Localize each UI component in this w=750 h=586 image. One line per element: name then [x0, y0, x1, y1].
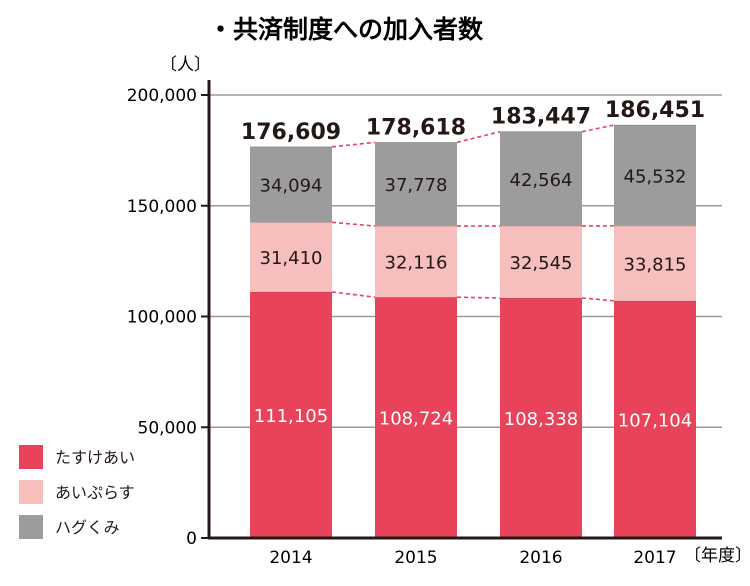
x-axis-unit: 〔年度〕 [684, 546, 750, 566]
total-label: 183,447 [491, 105, 591, 130]
connector-line [456, 130, 501, 144]
x-tick-labels: 2014 2015 2016 2017 [269, 548, 676, 568]
connector-line [331, 291, 376, 298]
data-labels: 111,105 31,410 34,094 108,724 32,116 37,778 10… [254, 166, 692, 431]
y-tick-labels: 0 50,000 100,000 150,000 200,000 [127, 86, 197, 549]
y-tick-label: 0 [186, 529, 197, 549]
connector-line [331, 221, 376, 227]
y-tick-label: 50,000 [138, 418, 197, 438]
data-label: 34,094 [260, 176, 323, 197]
connector-line [581, 297, 615, 302]
total-labels: 176,609 178,618 183,447 186,451 [241, 98, 705, 145]
y-axis-unit: 〔人〕 [160, 55, 211, 75]
bar-segment-ハグくみ [250, 146, 332, 223]
bar-segment-あいぷらす [614, 225, 696, 301]
data-label: 45,532 [624, 166, 687, 187]
y-tick-label: 100,000 [127, 308, 197, 328]
chart-title: ・共済制度への加入者数 [208, 15, 484, 44]
bar-segment-ハグくみ [614, 125, 696, 226]
bar-segment-あいぷらす [375, 226, 457, 298]
connector-line [581, 124, 615, 133]
x-tick-label: 2014 [269, 548, 312, 568]
data-label: 111,105 [254, 406, 328, 427]
data-label: 108,724 [379, 409, 453, 430]
total-label: 186,451 [605, 98, 705, 123]
bar-segment-あいぷらす [250, 222, 332, 292]
legend-swatch [19, 445, 43, 469]
bar-segment-たすけあい [250, 291, 332, 538]
bar-segment-ハグくみ [500, 131, 582, 226]
data-label: 108,338 [504, 409, 578, 430]
legend-swatch [19, 515, 43, 539]
bars [250, 124, 696, 538]
total-label: 178,618 [366, 115, 466, 140]
bar-segment-ハグくみ [375, 142, 457, 227]
bar-segment-たすけあい [614, 300, 696, 538]
data-label: 42,564 [510, 170, 573, 191]
legend-label: たすけあい [55, 448, 135, 467]
connector-line [456, 296, 501, 299]
bar-segment-あいぷらす [500, 225, 582, 299]
total-label: 176,609 [241, 120, 341, 145]
data-label: 32,545 [510, 253, 573, 274]
legend-label: ハグくみ [55, 518, 120, 537]
legend-swatch [19, 480, 43, 504]
data-label: 107,104 [618, 410, 692, 431]
connector-line [331, 141, 376, 148]
data-label: 37,778 [385, 175, 448, 196]
bar-segment-たすけあい [500, 298, 582, 538]
legend-label: あいぷらす [55, 483, 135, 502]
data-label: 33,815 [624, 254, 687, 275]
connector-lines [331, 124, 615, 302]
x-tick-label: 2015 [394, 548, 437, 568]
bar-segment-たすけあい [375, 297, 457, 538]
y-tick-label: 150,000 [127, 197, 197, 217]
data-label: 32,116 [385, 253, 448, 274]
x-tick-label: 2016 [519, 548, 562, 568]
y-tick-label: 200,000 [127, 86, 197, 106]
axes [201, 80, 722, 540]
x-tick-label: 2017 [633, 548, 676, 568]
data-label: 31,410 [260, 248, 323, 269]
